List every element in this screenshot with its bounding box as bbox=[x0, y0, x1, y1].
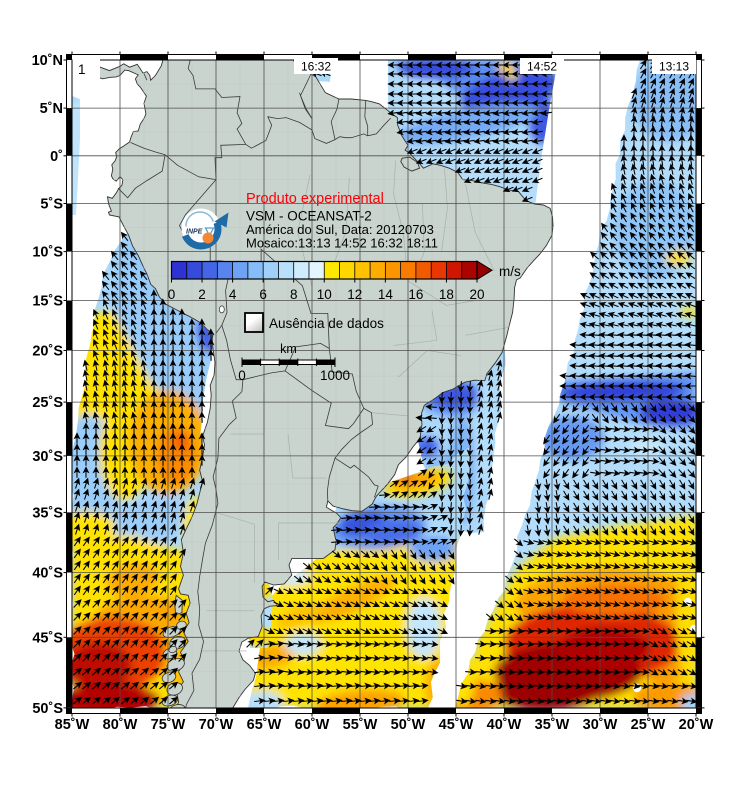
svg-text:América do Sul, Data: 20120703: América do Sul, Data: 20120703 bbox=[246, 222, 434, 237]
svg-text:6: 6 bbox=[259, 287, 267, 302]
svg-text:Ausência de dados: Ausência de dados bbox=[269, 316, 384, 331]
svg-text:15˚S: 15˚S bbox=[32, 294, 63, 310]
svg-text:14:52: 14:52 bbox=[527, 60, 557, 74]
svg-text:1000: 1000 bbox=[320, 368, 350, 383]
svg-text:1: 1 bbox=[78, 62, 86, 77]
svg-text:4: 4 bbox=[229, 287, 237, 302]
svg-text:18: 18 bbox=[439, 287, 454, 302]
svg-text:5˚S: 5˚S bbox=[40, 197, 63, 213]
svg-text:0: 0 bbox=[168, 287, 176, 302]
svg-text:Mosaico:13:13 14:52 16:32 18:1: Mosaico:13:13 14:52 16:32 18:11 bbox=[246, 236, 438, 251]
svg-text:VSM - OCEANSAT-2: VSM - OCEANSAT-2 bbox=[246, 209, 372, 224]
svg-text:5˚N: 5˚N bbox=[40, 101, 63, 117]
svg-text:m/s: m/s bbox=[499, 264, 521, 279]
svg-text:50˚W: 50˚W bbox=[391, 717, 426, 733]
svg-text:40˚S: 40˚S bbox=[32, 566, 63, 582]
svg-text:25˚S: 25˚S bbox=[32, 395, 63, 411]
svg-text:Produto experimental: Produto experimental bbox=[246, 191, 384, 207]
svg-text:20˚W: 20˚W bbox=[679, 717, 714, 733]
svg-text:30˚S: 30˚S bbox=[32, 449, 63, 465]
svg-text:45˚W: 45˚W bbox=[439, 717, 474, 733]
svg-text:10˚S: 10˚S bbox=[32, 245, 63, 261]
svg-text:70˚W: 70˚W bbox=[199, 717, 234, 733]
svg-text:75˚W: 75˚W bbox=[151, 717, 186, 733]
svg-text:50˚S: 50˚S bbox=[32, 701, 63, 717]
svg-text:35˚W: 35˚W bbox=[535, 717, 570, 733]
svg-text:10˚N: 10˚N bbox=[32, 53, 63, 69]
svg-text:12: 12 bbox=[347, 287, 362, 302]
svg-text:60˚W: 60˚W bbox=[295, 717, 330, 733]
svg-text:16: 16 bbox=[408, 287, 423, 302]
svg-text:0: 0 bbox=[238, 368, 246, 383]
svg-text:20˚S: 20˚S bbox=[32, 344, 63, 360]
svg-text:35˚S: 35˚S bbox=[32, 505, 63, 521]
svg-text:16:32: 16:32 bbox=[301, 60, 331, 74]
svg-text:10: 10 bbox=[317, 287, 332, 302]
svg-text:30˚W: 30˚W bbox=[583, 717, 618, 733]
svg-text:80˚W: 80˚W bbox=[103, 717, 138, 733]
svg-text:8: 8 bbox=[290, 287, 298, 302]
svg-text:40˚W: 40˚W bbox=[487, 717, 522, 733]
svg-text:65˚W: 65˚W bbox=[247, 717, 282, 733]
svg-text:85˚W: 85˚W bbox=[55, 717, 90, 733]
svg-text:INPE: INPE bbox=[186, 229, 203, 236]
svg-text:km: km bbox=[280, 342, 297, 356]
svg-text:13:13: 13:13 bbox=[659, 60, 689, 74]
svg-text:25˚W: 25˚W bbox=[631, 717, 666, 733]
svg-text:20: 20 bbox=[469, 287, 484, 302]
svg-text:45˚S: 45˚S bbox=[32, 630, 63, 646]
svg-text:0˚: 0˚ bbox=[50, 149, 63, 165]
svg-text:55˚W: 55˚W bbox=[343, 717, 378, 733]
svg-text:14: 14 bbox=[378, 287, 394, 302]
svg-text:2: 2 bbox=[198, 287, 206, 302]
